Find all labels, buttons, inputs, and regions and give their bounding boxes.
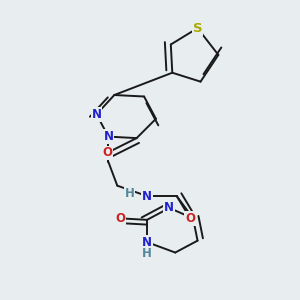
Text: N: N — [164, 202, 174, 214]
Text: S: S — [193, 22, 202, 34]
Text: O: O — [102, 146, 112, 160]
Text: N: N — [103, 130, 113, 143]
Text: H: H — [142, 247, 152, 260]
Text: O: O — [115, 212, 125, 225]
Text: N: N — [92, 108, 101, 121]
Text: N: N — [142, 190, 152, 202]
Text: O: O — [185, 212, 195, 225]
Text: H: H — [125, 187, 135, 200]
Text: N: N — [142, 236, 152, 249]
